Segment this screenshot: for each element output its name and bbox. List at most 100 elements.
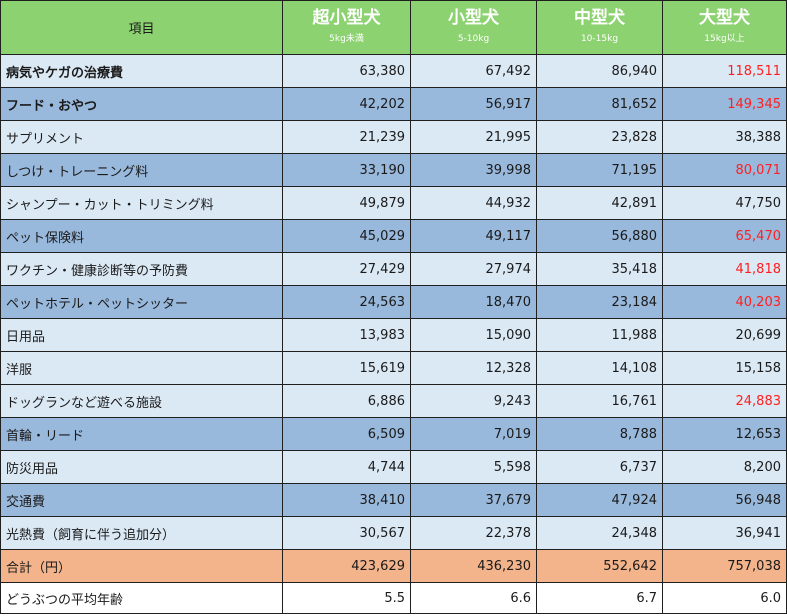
cell-medium: 23,828 — [536, 120, 663, 154]
cell-small: 56,917 — [410, 87, 537, 121]
row-label: 病気やケガの治療費 — [0, 54, 283, 88]
row-label: ワクチン・健康診断等の予防費 — [0, 252, 283, 286]
table-row: ペット保険料 45,029 49,117 56,880 65,470 — [0, 219, 787, 253]
cell-extra-small: 423,629 — [282, 549, 411, 583]
cell-extra-small: 45,029 — [282, 219, 411, 253]
cell-large: 40,203 — [662, 285, 787, 319]
cell-medium: 86,940 — [536, 54, 663, 88]
cell-medium: 24,348 — [536, 516, 663, 550]
cell-medium: 23,184 — [536, 285, 663, 319]
cell-small: 21,995 — [410, 120, 537, 154]
table-row: 交通費 38,410 37,679 47,924 56,948 — [0, 483, 787, 517]
size-name: 中型犬 — [574, 7, 625, 28]
cell-small: 67,492 — [410, 54, 537, 88]
size-range: 10-15kg — [580, 33, 619, 44]
column-header-medium: 中型犬 10-15kg — [536, 0, 663, 55]
cell-small: 5,598 — [410, 450, 537, 484]
table-row: 防災用品 4,744 5,598 6,737 8,200 — [0, 450, 787, 484]
table-row: 洋服 15,619 12,328 14,108 15,158 — [0, 351, 787, 385]
cell-large: 6.0 — [662, 582, 787, 614]
row-label: ペット保険料 — [0, 219, 283, 253]
row-label: 合計（円） — [0, 549, 283, 583]
cell-medium: 14,108 — [536, 351, 663, 385]
table-row: 光熱費（飼育に伴う追加分） 30,567 22,378 24,348 36,941 — [0, 516, 787, 550]
cell-small: 12,328 — [410, 351, 537, 385]
cell-extra-small: 13,983 — [282, 318, 411, 352]
size-range: 15kg以上 — [704, 33, 745, 44]
row-label: シャンプー・カット・トリミング料 — [0, 186, 283, 220]
cell-extra-small: 15,619 — [282, 351, 411, 385]
cell-medium: 16,761 — [536, 384, 663, 418]
cell-small: 22,378 — [410, 516, 537, 550]
cell-large: 80,071 — [662, 153, 787, 187]
total-row: 合計（円） 423,629 436,230 552,642 757,038 — [0, 549, 787, 583]
table-row: ドッグランなど遊べる施設 6,886 9,243 16,761 24,883 — [0, 384, 787, 418]
cell-small: 18,470 — [410, 285, 537, 319]
cell-extra-small: 63,380 — [282, 54, 411, 88]
cell-small: 15,090 — [410, 318, 537, 352]
cell-medium: 6.7 — [536, 582, 663, 614]
row-label: ペットホテル・ペットシッター — [0, 285, 283, 319]
cell-small: 436,230 — [410, 549, 537, 583]
size-name: 小型犬 — [448, 7, 499, 28]
cell-extra-small: 49,879 — [282, 186, 411, 220]
size-range: 5kg未満 — [329, 33, 364, 44]
cell-small: 49,117 — [410, 219, 537, 253]
cell-extra-small: 6,886 — [282, 384, 411, 418]
header-row: 項目 超小型犬 5kg未満 小型犬 5-10kg 中型犬 10-15kg 大型犬… — [0, 0, 787, 55]
row-label: サプリメント — [0, 120, 283, 154]
cell-small: 6.6 — [410, 582, 537, 614]
cell-extra-small: 6,509 — [282, 417, 411, 451]
cell-large: 757,038 — [662, 549, 787, 583]
cell-large: 47,750 — [662, 186, 787, 220]
cell-extra-small: 33,190 — [282, 153, 411, 187]
row-label: 日用品 — [0, 318, 283, 352]
cell-medium: 42,891 — [536, 186, 663, 220]
table-row: シャンプー・カット・トリミング料 49,879 44,932 42,891 47,750 — [0, 186, 787, 220]
row-label: しつけ・トレーニング料 — [0, 153, 283, 187]
row-label: 防災用品 — [0, 450, 283, 484]
cell-large: 41,818 — [662, 252, 787, 286]
table-body: 病気やケガの治療費 63,380 67,492 86,940 118,511 フード・おや… — [0, 54, 787, 614]
table-row: どうぶつの平均年齢 5.5 6.6 6.7 6.0 — [0, 582, 787, 614]
cell-large: 15,158 — [662, 351, 787, 385]
row-label: 交通費 — [0, 483, 283, 517]
table-row: フード・おやつ 42,202 56,917 81,652 149,345 — [0, 87, 787, 121]
cell-large: 24,883 — [662, 384, 787, 418]
cell-large: 12,653 — [662, 417, 787, 451]
table-row: サプリメント 21,239 21,995 23,828 38,388 — [0, 120, 787, 154]
size-name: 超小型犬 — [312, 7, 381, 28]
cell-small: 37,679 — [410, 483, 537, 517]
cell-large: 8,200 — [662, 450, 787, 484]
cell-extra-small: 30,567 — [282, 516, 411, 550]
row-label: 首輪・リード — [0, 417, 283, 451]
cell-medium: 11,988 — [536, 318, 663, 352]
row-label: 光熱費（飼育に伴う追加分） — [0, 516, 283, 550]
item-column-header: 項目 — [0, 0, 283, 55]
row-label: 洋服 — [0, 351, 283, 385]
cell-medium: 6,737 — [536, 450, 663, 484]
table-row: しつけ・トレーニング料 33,190 39,998 71,195 80,071 — [0, 153, 787, 187]
cell-small: 27,974 — [410, 252, 537, 286]
table-row: ペットホテル・ペットシッター 24,563 18,470 23,184 40,203 — [0, 285, 787, 319]
cell-medium: 81,652 — [536, 87, 663, 121]
cell-extra-small: 21,239 — [282, 120, 411, 154]
cell-medium: 552,642 — [536, 549, 663, 583]
cell-large: 65,470 — [662, 219, 787, 253]
cell-extra-small: 27,429 — [282, 252, 411, 286]
cell-large: 38,388 — [662, 120, 787, 154]
cell-large: 149,345 — [662, 87, 787, 121]
cell-medium: 47,924 — [536, 483, 663, 517]
cell-small: 39,998 — [410, 153, 537, 187]
column-header-large: 大型犬 15kg以上 — [662, 0, 787, 55]
cell-extra-small: 24,563 — [282, 285, 411, 319]
table-row: ワクチン・健康診断等の予防費 27,429 27,974 35,418 41,818 — [0, 252, 787, 286]
row-label: どうぶつの平均年齢 — [0, 582, 283, 614]
table-row: 日用品 13,983 15,090 11,988 20,699 — [0, 318, 787, 352]
size-range: 5-10kg — [457, 33, 490, 44]
row-label: フード・おやつ — [0, 87, 283, 121]
row-label: ドッグランなど遊べる施設 — [0, 384, 283, 418]
cell-medium: 35,418 — [536, 252, 663, 286]
column-header-small: 小型犬 5-10kg — [410, 0, 537, 55]
